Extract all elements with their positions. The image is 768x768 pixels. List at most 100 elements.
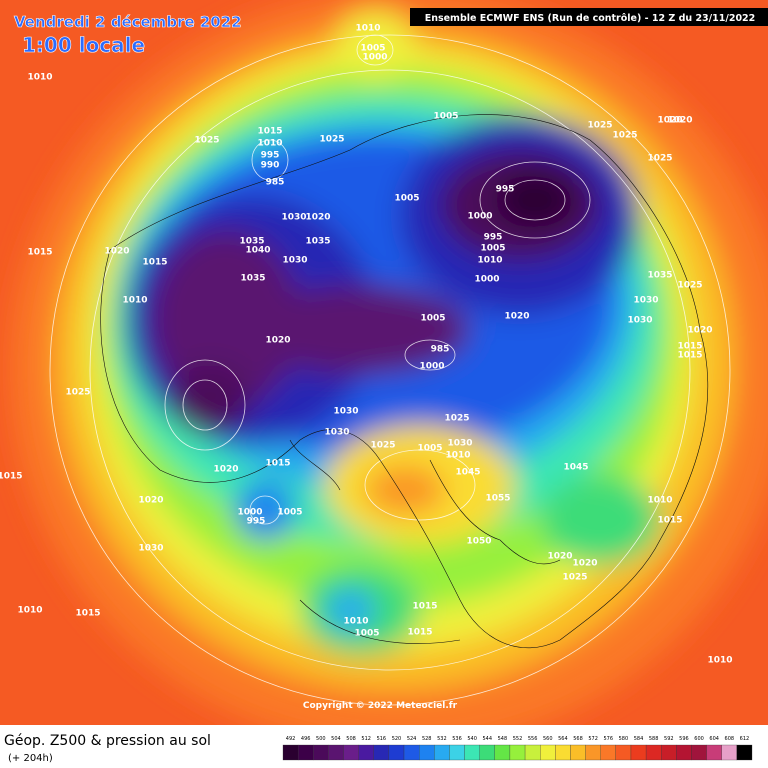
- scale-label: 544: [482, 736, 492, 742]
- scale-label: 500: [316, 736, 326, 742]
- color-scale: 492 496 500 504 508 512 516 520 524 528 532 536 540 5…: [282, 736, 753, 761]
- scale-swatch: [388, 744, 405, 761]
- scale-label: 496: [301, 736, 311, 742]
- scale-label: 504: [331, 736, 341, 742]
- isobar-label: 1015: [75, 609, 100, 619]
- scale-label: 592: [664, 736, 674, 742]
- isobar-label: 1005: [354, 629, 379, 639]
- scale-swatch: [373, 744, 390, 761]
- isobar-label: 1015: [657, 516, 682, 526]
- scale-swatch: [494, 744, 511, 761]
- scale-swatch: [691, 744, 707, 761]
- isobar-label: 1015: [142, 258, 167, 268]
- isobar-label: 1045: [455, 468, 480, 478]
- scale-swatch: [661, 744, 677, 761]
- isobar-label: 1015: [412, 602, 437, 612]
- scale-label: 612: [740, 736, 750, 742]
- scale-label: 560: [543, 736, 553, 742]
- scale-swatch: [570, 744, 586, 761]
- scale-swatch: [585, 744, 601, 761]
- isobar-label: 1035: [305, 237, 330, 247]
- scale-label: 596: [679, 736, 689, 742]
- isobar-label: 1055: [485, 494, 510, 504]
- scale-swatch: [540, 744, 556, 761]
- scale-label: 552: [513, 736, 523, 742]
- scale-label: 580: [619, 736, 629, 742]
- isobar-label: 1010: [647, 496, 672, 506]
- scale-label: 540: [467, 736, 477, 742]
- scale-swatch: [479, 744, 495, 761]
- scale-swatch: [555, 744, 571, 761]
- isobar-label: 1015: [677, 351, 702, 361]
- isobar-label: 1030: [281, 213, 306, 223]
- scale-swatch: [449, 744, 465, 761]
- isobar-label: 1030: [633, 296, 658, 306]
- isobar-label: 1030: [627, 316, 652, 326]
- isobar-label: 1010: [343, 617, 368, 627]
- scale-swatch: [464, 744, 480, 761]
- isobar-label: 1020: [305, 213, 330, 223]
- isobar-label: 1045: [563, 463, 588, 473]
- isobar-label: 1025: [194, 136, 219, 146]
- scale-label: 536: [452, 736, 462, 742]
- scale-label: 492: [286, 736, 296, 742]
- map-field: [0, 0, 768, 725]
- isobar-label: 1020: [667, 116, 692, 126]
- scale-label: 568: [573, 736, 583, 742]
- isobar-label: 1015: [407, 628, 432, 638]
- isobar-label: 1010: [27, 73, 52, 83]
- isobar-label: 1025: [587, 121, 612, 131]
- isobar-label: 1030: [282, 256, 307, 266]
- scale-swatch: [509, 744, 526, 761]
- isobar-label: 1005: [433, 112, 458, 122]
- scale-label: 548: [498, 736, 508, 742]
- scale-swatch: [645, 744, 662, 761]
- isobar-label: 1025: [65, 388, 90, 398]
- isobar-label: 1005: [360, 44, 385, 54]
- scale-swatch: [615, 744, 632, 761]
- isobar-label: 1020: [547, 552, 572, 562]
- scale-swatch: [676, 744, 692, 761]
- copyright: Copyright © 2022 Meteociel.fr: [303, 701, 458, 711]
- isobar-label: 1010: [477, 256, 502, 266]
- isobar-label: 995: [261, 151, 280, 161]
- isobar-label: 990: [261, 161, 280, 171]
- isobar-label: 1010: [122, 296, 147, 306]
- scale-label: 572: [588, 736, 598, 742]
- scale-label: 516: [377, 736, 387, 742]
- scale-label: 608: [725, 736, 735, 742]
- scale-label: 532: [437, 736, 447, 742]
- scale-label: 600: [694, 736, 704, 742]
- isobar-label: 985: [266, 178, 285, 188]
- isobar-label: 1035: [647, 271, 672, 281]
- isobar-label: 1010: [257, 139, 282, 149]
- isobar-label: 1020: [687, 326, 712, 336]
- coastlines: [100, 114, 709, 649]
- run-info: Ensemble ECMWF ENS (Run de contrôle) - 1…: [425, 13, 756, 24]
- isobar-label: 1000: [362, 53, 387, 63]
- isobar-label: 1030: [333, 407, 358, 417]
- scale-swatch: [630, 744, 647, 761]
- isobar-label: 995: [484, 233, 503, 243]
- local-time: 1:00 locale: [22, 33, 145, 57]
- isobar-label: 995: [247, 517, 266, 527]
- isobar-label: 1000: [419, 362, 444, 372]
- scale-label: 576: [604, 736, 614, 742]
- isobar-label: 1005: [480, 244, 505, 254]
- isobar-label: 1020: [504, 312, 529, 322]
- isobar-label: 1025: [370, 441, 395, 451]
- scale-label: 520: [392, 736, 402, 742]
- scale-swatch: [297, 744, 314, 761]
- isobar-label: 1050: [466, 537, 491, 547]
- isobar-label: 1000: [474, 275, 499, 285]
- scale-swatch: [403, 744, 420, 761]
- isobar-label: 1015: [0, 472, 23, 482]
- scale-swatch: [524, 744, 541, 761]
- isobar-label: 1025: [677, 281, 702, 291]
- isobar-label: 1005: [417, 444, 442, 454]
- isobar-label: 1025: [647, 154, 672, 164]
- isobar-label: 1040: [245, 246, 270, 256]
- isobar-label: 1020: [104, 247, 129, 257]
- isobar-label: 1020: [213, 465, 238, 475]
